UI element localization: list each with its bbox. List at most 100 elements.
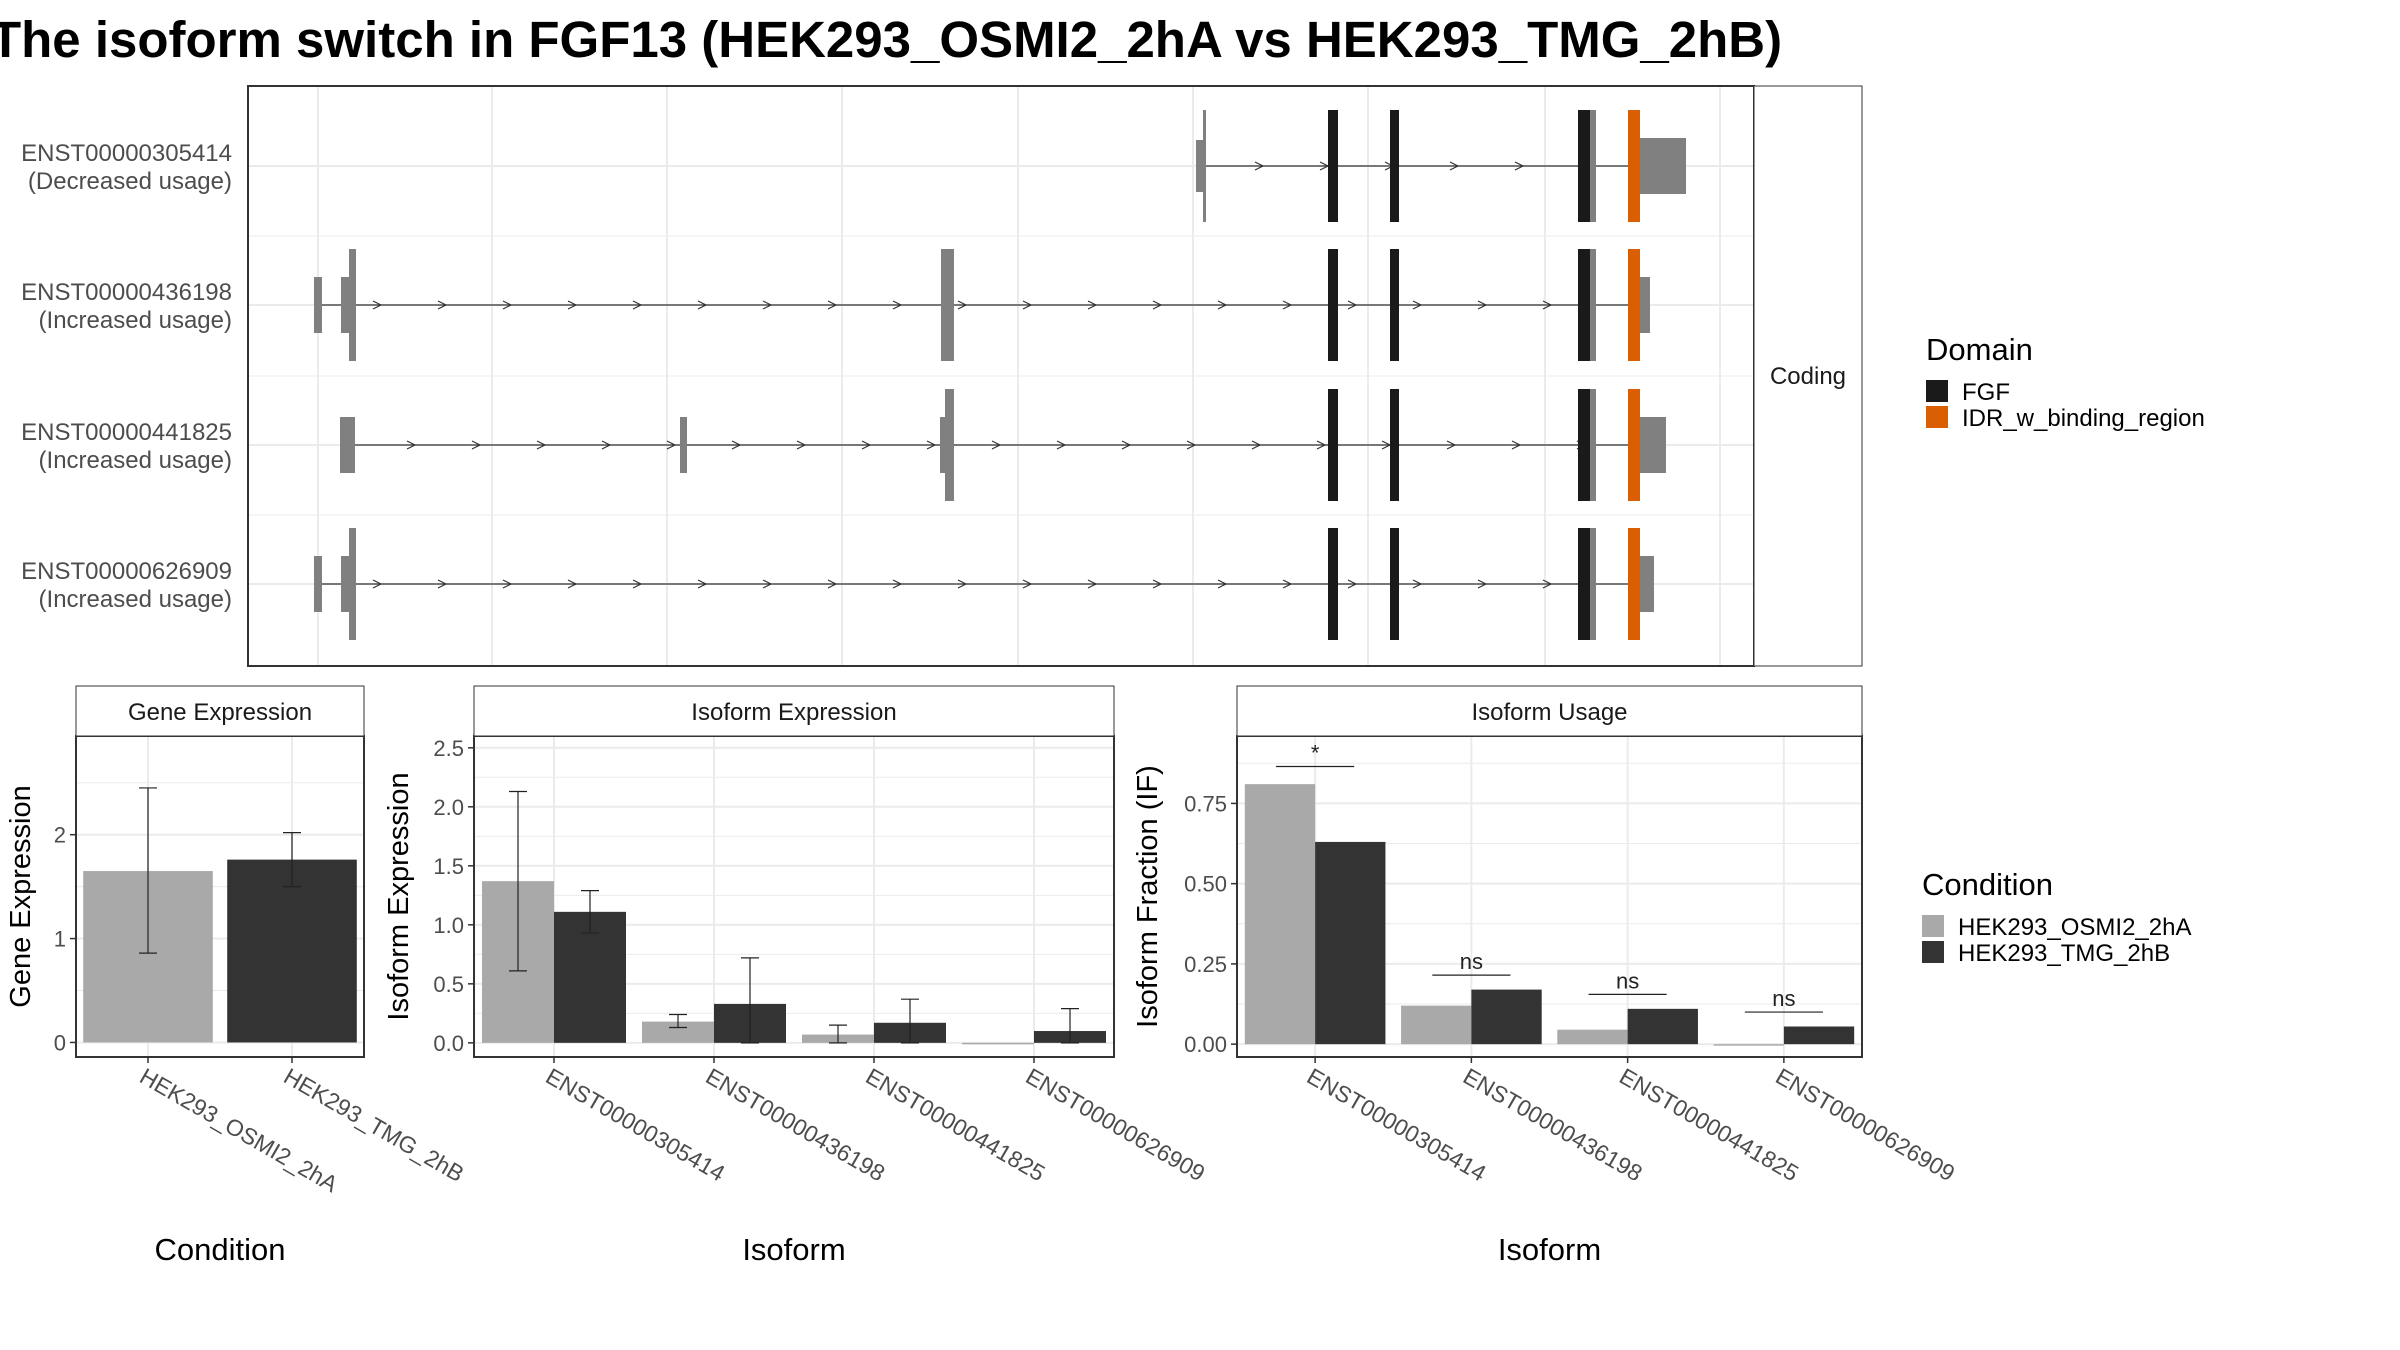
intron-arrow <box>1316 440 1327 450</box>
x-tick-label: ENST00000305414 <box>542 1063 730 1187</box>
intron-arrow <box>762 300 773 310</box>
exon <box>1640 277 1650 333</box>
fgf-domain-exon <box>1328 528 1338 640</box>
intron-arrow <box>1022 300 1033 310</box>
intron-arrow <box>957 300 968 310</box>
intron-arrow <box>406 440 417 450</box>
intron-arrow <box>1152 579 1163 589</box>
fgf-domain-exon <box>1390 389 1399 501</box>
intron-arrow <box>1056 440 1067 450</box>
intron-arrow <box>796 440 807 450</box>
domain-legend-title: Domain <box>1926 332 2033 367</box>
intron-arrow <box>536 440 547 450</box>
intron-arrow <box>567 579 578 589</box>
intron-arrow <box>502 579 513 589</box>
intron-arrow <box>502 300 513 310</box>
x-tick-label: ENST00000436198 <box>702 1063 890 1187</box>
y-tick-label: 0.5 <box>433 972 464 997</box>
fgf-domain-exon <box>1328 110 1338 222</box>
condition-legend: Condition HEK293_OSMI2_2hA HEK293_TMG_2h… <box>1922 867 2191 967</box>
exon <box>349 249 356 361</box>
exon <box>314 556 322 612</box>
intron-arrow <box>1347 300 1358 310</box>
bar <box>227 859 357 1043</box>
x-axis-label: Isoform <box>742 1232 845 1267</box>
intron-arrow <box>991 440 1002 450</box>
x-tick-label: ENST00000441825 <box>862 1063 1050 1187</box>
y-tick-label: 0.00 <box>1184 1032 1227 1057</box>
exon <box>340 417 355 473</box>
fgf-domain-exon <box>1390 528 1399 640</box>
y-tick-label: 1.5 <box>433 854 464 879</box>
significance-label: ns <box>1772 986 1795 1011</box>
intron-arrow <box>926 440 937 450</box>
intron-arrow <box>1282 300 1293 310</box>
intron-arrow <box>437 579 448 589</box>
idr-domain-exon <box>1628 249 1640 361</box>
transcript-id-label: ENST00000626909 <box>21 558 232 585</box>
transcript-ENST00000305414: ENST00000305414(Decreased usage) <box>21 110 1686 222</box>
fgf-domain-exon <box>1328 249 1338 361</box>
exon <box>945 389 954 501</box>
intron-arrow <box>372 579 383 589</box>
bar <box>1783 1026 1855 1045</box>
intron-arrow <box>697 300 708 310</box>
exon <box>1640 556 1654 612</box>
y-tick-label: 0 <box>54 1030 66 1055</box>
intron-arrow <box>957 579 968 589</box>
exon <box>1640 138 1686 194</box>
bar <box>1315 841 1386 1045</box>
legend-label-cond-b: HEK293_TMG_2hB <box>1958 940 2170 967</box>
fgf-domain-exon <box>1390 110 1399 222</box>
intron-arrow <box>1449 161 1460 171</box>
y-tick-label: 0.0 <box>433 1031 464 1056</box>
significance-label: ns <box>1616 968 1639 993</box>
intron-arrow <box>1251 440 1262 450</box>
intron-arrow <box>892 579 903 589</box>
intron-arrow <box>1186 440 1197 450</box>
panel-title: Isoform Usage <box>1471 699 1627 726</box>
fgf-domain-exon <box>1578 110 1590 222</box>
y-tick-label: 2.0 <box>433 795 464 820</box>
transcript-ENST00000626909: ENST00000626909(Increased usage) <box>21 528 1654 640</box>
bar <box>1401 1005 1472 1045</box>
panel-strip <box>473 685 1115 737</box>
intron-arrow <box>1412 579 1423 589</box>
legend-label-idr: IDR_w_binding_region <box>1962 405 2205 432</box>
transcript-id-label: ENST00000305414 <box>21 140 232 167</box>
intron-arrow <box>1477 300 1488 310</box>
panel-strip <box>75 685 365 737</box>
exon <box>1196 140 1204 192</box>
y-tick-label: 2 <box>54 823 66 848</box>
exon <box>680 417 687 473</box>
intron-arrow <box>1477 579 1488 589</box>
idr-domain-exon <box>1628 389 1640 501</box>
intron-arrow <box>1514 161 1525 171</box>
intron-arrow <box>1217 300 1228 310</box>
intron-arrow <box>632 579 643 589</box>
intron-arrow <box>1282 579 1293 589</box>
legend-swatch-cond-b <box>1922 941 1944 963</box>
exon <box>940 417 948 473</box>
transcript-usage-label: (Increased usage) <box>39 307 232 334</box>
transcript-ENST00000436198: ENST00000436198(Increased usage) <box>21 249 1650 361</box>
transcript-usage-label: (Decreased usage) <box>28 168 232 195</box>
facet-strip <box>1753 85 1863 667</box>
isoform-usage-panel: * ns ns ns Isoform Usage 0.00 0.25 0.50 0.75 Isof… <box>1132 685 1959 1267</box>
intron-arrow <box>632 300 643 310</box>
y-tick-label: 0.75 <box>1184 791 1227 816</box>
significance-label: ns <box>1460 949 1483 974</box>
y-tick-label: 1 <box>54 927 66 952</box>
facet-label: Coding <box>1770 363 1846 390</box>
x-axis-label: Condition <box>155 1232 286 1267</box>
fgf-domain-exon <box>1578 389 1590 501</box>
bar <box>642 1021 714 1043</box>
bar <box>962 1042 1034 1045</box>
intron-arrow <box>601 440 612 450</box>
exon <box>941 249 954 361</box>
exon <box>1590 249 1596 361</box>
transcript-usage-label: (Increased usage) <box>39 447 232 474</box>
exon <box>341 277 352 333</box>
